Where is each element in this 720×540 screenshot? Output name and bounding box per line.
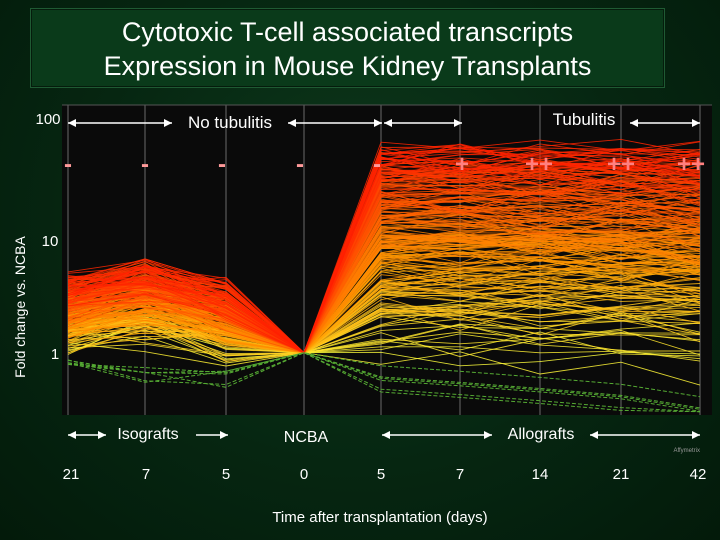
- transcript-line: [67, 154, 701, 354]
- tubulitis-arrow-left-head-left: [384, 119, 392, 127]
- allografts-arrow-left-head-left: [382, 431, 390, 439]
- transcript-line: [67, 153, 701, 354]
- transcript-line: [67, 162, 701, 354]
- x-tick-label: 14: [532, 466, 549, 483]
- tubulitis-mark-1: -: [141, 151, 149, 178]
- transcript-line: [67, 243, 701, 354]
- tubulitis-mark-4: -: [373, 151, 381, 178]
- tubulitis-mark-0: -: [64, 151, 72, 178]
- no-tubulitis-label: No tubulitis: [188, 113, 272, 132]
- transcript-line: [67, 220, 701, 354]
- x-tick-label: 42: [690, 466, 707, 483]
- transcript-line: [67, 335, 701, 364]
- transcript-line: [67, 138, 701, 354]
- tubulitis-arrow-right-head-right: [692, 119, 700, 127]
- y-tick-label: 10: [42, 233, 59, 250]
- no-tubulitis-arrow-left-head-left: [68, 119, 76, 127]
- tubulitis-mark-3: -: [296, 151, 304, 178]
- x-tick-label: 7: [456, 466, 464, 483]
- x-tick-label: 21: [63, 466, 80, 483]
- tubulitis-arrow-left-head-right: [454, 119, 462, 127]
- x-tick-label: 7: [142, 466, 150, 483]
- isografts-arrow-head-left: [68, 431, 76, 439]
- transcript-line: [67, 260, 701, 354]
- transcript-line: [67, 255, 701, 354]
- x-tick-label: 5: [377, 466, 385, 483]
- tubulitis-mark-5: +: [455, 151, 469, 178]
- tubulitis-mark-2: -: [218, 151, 226, 178]
- transcript-line: [67, 186, 701, 354]
- x-tick-label: 21: [613, 466, 630, 483]
- transcript-line: [67, 158, 701, 354]
- transcript-line: [67, 201, 701, 354]
- no-tubulitis-arrow-right-head-left: [288, 119, 296, 127]
- transcript-line: [67, 235, 701, 354]
- transcript-line: [67, 295, 701, 354]
- allografts-arrow-right-head-left: [590, 431, 598, 439]
- y-tick-label: 100: [35, 111, 60, 128]
- transcript-line: [67, 200, 701, 354]
- downregulated-line: [67, 352, 701, 410]
- no-tubulitis-arrow-left-head-right: [164, 119, 172, 127]
- transcript-line: [67, 158, 701, 354]
- downregulated-line: [67, 352, 701, 398]
- downregulated-line: [67, 352, 701, 413]
- transcript-line: [67, 305, 701, 356]
- ncba-label: NCBA: [284, 429, 329, 446]
- x-axis-label: Time after transplantation (days): [272, 509, 487, 526]
- downregulated-line: [67, 352, 701, 412]
- x-tick-label: 5: [222, 466, 230, 483]
- transcript-line: [67, 190, 701, 354]
- x-tick-label: 0: [300, 466, 308, 483]
- transcript-line: [67, 143, 701, 354]
- transcript-line: [67, 149, 701, 354]
- tubulitis-mark-6: ++: [525, 151, 553, 178]
- isografts-label: Isografts: [117, 426, 178, 443]
- downregulated-line: [67, 352, 701, 409]
- downregulated-line: [67, 352, 701, 413]
- transcript-line: [67, 141, 701, 354]
- title-box: Cytotoxic T-cell associated transcripts …: [30, 8, 665, 88]
- title-line-2: Expression in Mouse Kidney Transplants: [103, 51, 592, 81]
- transcript-line: [67, 223, 701, 354]
- tubulitis-arrow-right-head-left: [630, 119, 638, 127]
- no-tubulitis-arrow-right-head-right: [374, 119, 382, 127]
- transcript-line: [67, 192, 701, 354]
- y-axis-label: Fold change vs. NCBA: [12, 236, 28, 378]
- allografts-arrow-left-head-right: [484, 431, 492, 439]
- transcript-line: [67, 277, 701, 354]
- transcript-line: [67, 162, 701, 354]
- tubulitis-mark-7: ++: [607, 151, 635, 178]
- transcript-line: [67, 316, 701, 354]
- tubulitis-mark-8: ++: [677, 151, 705, 178]
- transcript-line: [67, 330, 701, 357]
- y-tick-label: 1: [51, 346, 59, 363]
- transcript-line: [67, 151, 701, 354]
- transcript-line: [67, 157, 701, 354]
- isografts-arrow-head-right: [98, 431, 106, 439]
- tubulitis-label: Tubulitis: [553, 110, 616, 129]
- title-line-1: Cytotoxic T-cell associated transcripts: [121, 17, 574, 47]
- allografts-label: Allografts: [508, 426, 575, 443]
- watermark: Affymetrix: [673, 448, 700, 454]
- isografts-arrow-tail-head: [220, 431, 228, 439]
- allografts-arrow-right-head-right: [692, 431, 700, 439]
- transcript-line: [67, 147, 701, 354]
